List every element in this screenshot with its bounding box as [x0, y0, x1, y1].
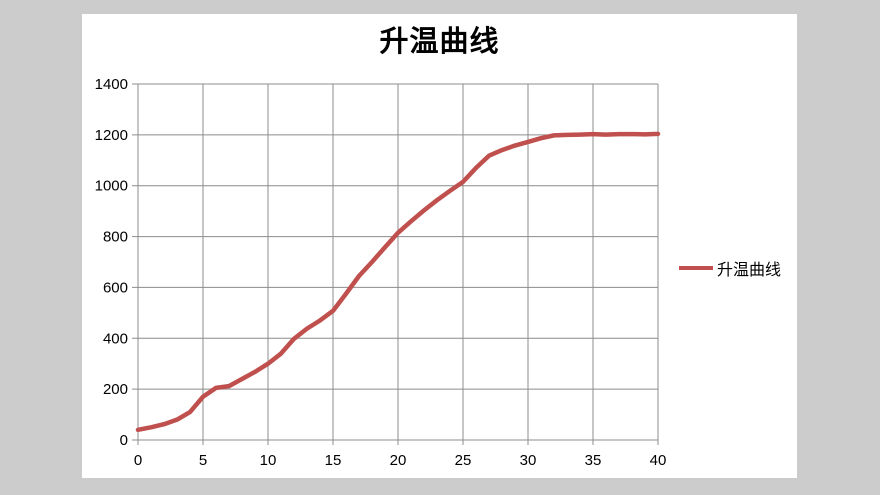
- y-tick-label: 0: [120, 432, 128, 449]
- x-tick-label: 0: [134, 452, 142, 469]
- x-tick-label: 30: [520, 452, 537, 469]
- y-tick-label: 800: [103, 229, 128, 246]
- x-tick-label: 20: [390, 452, 407, 469]
- y-tick-label: 400: [103, 330, 128, 347]
- series-line: [135, 131, 661, 433]
- legend-line-icon: [679, 266, 713, 270]
- legend: 升温曲线: [679, 259, 782, 279]
- x-tick-label: 40: [650, 452, 667, 469]
- y-tick-label: 600: [103, 279, 128, 296]
- y-tick-label: 1000: [95, 178, 128, 195]
- y-tick-label: 1400: [95, 76, 128, 93]
- y-tick-label: 1200: [95, 127, 128, 144]
- chart-panel: 升温曲线 0 200 400 600 800 1000 1200 1400 0 5 10 15 20 25…: [82, 14, 797, 478]
- plot-area: 0 200 400 600 800 1000 1200 1400 0 5 10 15 20 25 30 35 4…: [95, 76, 667, 469]
- chart-title: 升温曲线: [379, 24, 500, 58]
- x-tick-label: 15: [325, 452, 342, 469]
- y-tick-label: 200: [103, 381, 128, 398]
- x-tick-label: 10: [260, 452, 277, 469]
- x-tick-label: 25: [455, 452, 472, 469]
- x-tick-label: 5: [199, 452, 207, 469]
- x-tick-label: 35: [585, 452, 602, 469]
- legend-label: 升温曲线: [717, 260, 782, 279]
